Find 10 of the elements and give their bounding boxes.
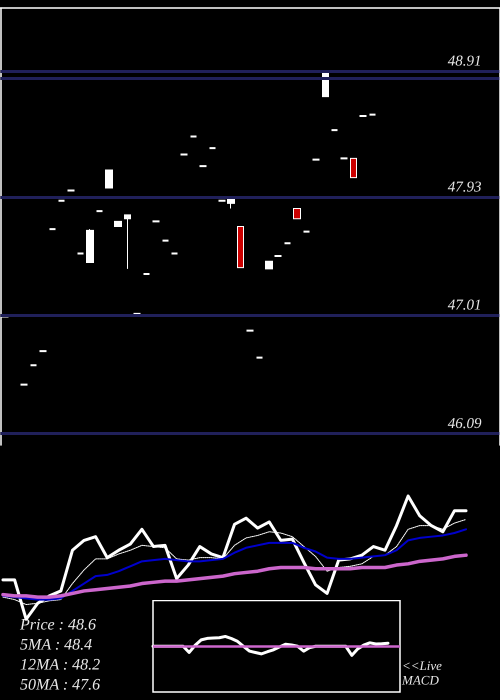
text: MACD <box>401 672 440 688</box>
text: 5MA : 48.4 <box>20 636 92 654</box>
ref-line-label: 48.91 <box>448 53 482 70</box>
y-tick-label: 47.01 <box>448 298 482 314</box>
text: <<Live <box>402 658 442 673</box>
text: 12MA : 48.2 <box>20 656 100 674</box>
y-tick-label: 47.93 <box>448 179 482 196</box>
text: 50MA : 47.6 <box>20 676 100 694</box>
y-tick-label: 46.09 <box>448 416 482 432</box>
annotation: Price : 48.6 <box>19 616 96 634</box>
